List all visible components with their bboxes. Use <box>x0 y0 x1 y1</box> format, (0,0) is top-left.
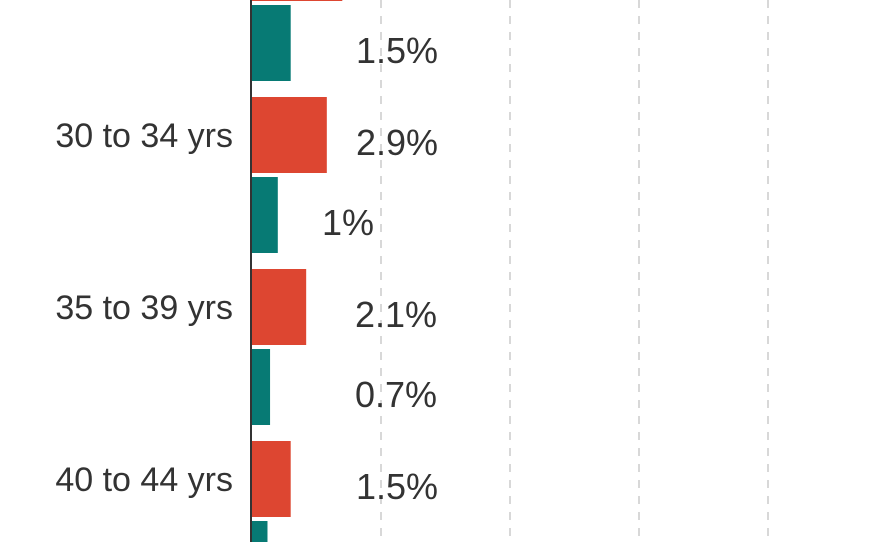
bar-red <box>252 97 327 173</box>
data-label: 2.9% <box>356 122 438 163</box>
bar-teal <box>252 5 291 81</box>
data-label: 1.5% <box>356 30 438 71</box>
category-label: 30 to 34 yrs <box>55 117 233 155</box>
bar-red <box>252 269 307 345</box>
bar-teal <box>252 349 271 425</box>
category-label: 35 to 39 yrs <box>55 289 233 327</box>
bar-teal <box>252 177 278 253</box>
data-label: 1% <box>322 202 374 243</box>
bar-red <box>252 441 291 517</box>
bar-teal <box>252 521 268 542</box>
category-label: 40 to 44 yrs <box>55 461 233 499</box>
data-label: 1.5% <box>356 466 438 507</box>
data-label: 0.7% <box>355 374 437 415</box>
bar-red <box>252 0 343 1</box>
data-label: 2.1% <box>355 294 437 335</box>
